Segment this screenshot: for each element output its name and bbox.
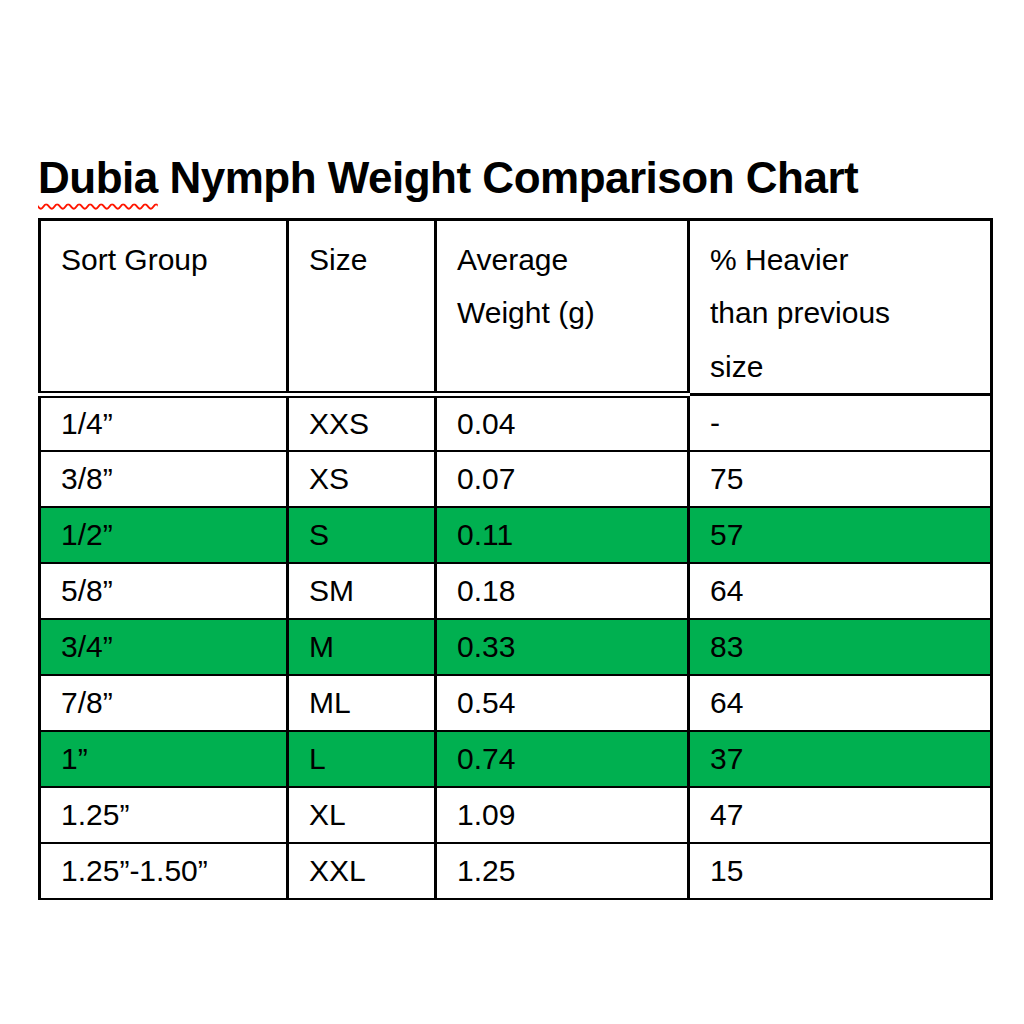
cell-avg-weight: 0.74 xyxy=(436,731,689,787)
header-average-weight: Average Weight (g) xyxy=(436,220,689,395)
cell-size: XS xyxy=(288,451,436,507)
cell-size: S xyxy=(288,507,436,563)
cell-sort-group: 3/8” xyxy=(40,451,288,507)
cell-avg-weight: 0.07 xyxy=(436,451,689,507)
cell-sort-group: 1” xyxy=(40,731,288,787)
cell-sort-group: 3/4” xyxy=(40,619,288,675)
header-row: Sort Group Size Average Weight (g) % Hea… xyxy=(40,220,992,395)
title-misspelled-word: Dubia xyxy=(38,153,158,202)
header-pct-heavier: % Heavier than previous size xyxy=(689,220,992,395)
cell-size: M xyxy=(288,619,436,675)
table-row: 7/8” ML 0.54 64 xyxy=(40,675,992,731)
table-row: 3/4” M 0.33 83 xyxy=(40,619,992,675)
cell-avg-weight: 0.54 xyxy=(436,675,689,731)
cell-pct-heavier: 83 xyxy=(689,619,992,675)
cell-sort-group: 1.25”-1.50” xyxy=(40,843,288,899)
cell-size: XL xyxy=(288,787,436,843)
header-sort-group: Sort Group xyxy=(40,220,288,395)
cell-pct-heavier: 47 xyxy=(689,787,992,843)
cell-sort-group: 1.25” xyxy=(40,787,288,843)
cell-sort-group: 7/8” xyxy=(40,675,288,731)
cell-pct-heavier: 37 xyxy=(689,731,992,787)
header-size: Size xyxy=(288,220,436,395)
cell-avg-weight: 0.04 xyxy=(436,395,689,451)
table-row: 1/2” S 0.11 57 xyxy=(40,507,992,563)
cell-pct-heavier: 64 xyxy=(689,675,992,731)
cell-size: XXL xyxy=(288,843,436,899)
cell-avg-weight: 0.33 xyxy=(436,619,689,675)
cell-sort-group: 1/2” xyxy=(40,507,288,563)
cell-pct-heavier: - xyxy=(689,395,992,451)
page-title: Dubia Nymph Weight Comparison Chart xyxy=(38,153,858,203)
cell-size: XXS xyxy=(288,395,436,451)
cell-avg-weight: 1.09 xyxy=(436,787,689,843)
cell-pct-heavier: 15 xyxy=(689,843,992,899)
table-row: 1/4” XXS 0.04 - xyxy=(40,395,992,451)
cell-avg-weight: 0.11 xyxy=(436,507,689,563)
cell-avg-weight: 0.18 xyxy=(436,563,689,619)
table-row: 3/8” XS 0.07 75 xyxy=(40,451,992,507)
table-row: 1” L 0.74 37 xyxy=(40,731,992,787)
cell-avg-weight: 1.25 xyxy=(436,843,689,899)
title-rest: Nymph Weight Comparison Chart xyxy=(158,153,858,202)
cell-pct-heavier: 75 xyxy=(689,451,992,507)
document-page: Dubia Nymph Weight Comparison Chart Sort… xyxy=(0,0,1024,1024)
weight-comparison-table: Sort Group Size Average Weight (g) % Hea… xyxy=(38,218,993,900)
cell-size: SM xyxy=(288,563,436,619)
cell-pct-heavier: 64 xyxy=(689,563,992,619)
cell-size: ML xyxy=(288,675,436,731)
cell-pct-heavier: 57 xyxy=(689,507,992,563)
cell-size: L xyxy=(288,731,436,787)
table-row: 5/8” SM 0.18 64 xyxy=(40,563,992,619)
cell-sort-group: 5/8” xyxy=(40,563,288,619)
table-row: 1.25” XL 1.09 47 xyxy=(40,787,992,843)
table-row: 1.25”-1.50” XXL 1.25 15 xyxy=(40,843,992,899)
cell-sort-group: 1/4” xyxy=(40,395,288,451)
